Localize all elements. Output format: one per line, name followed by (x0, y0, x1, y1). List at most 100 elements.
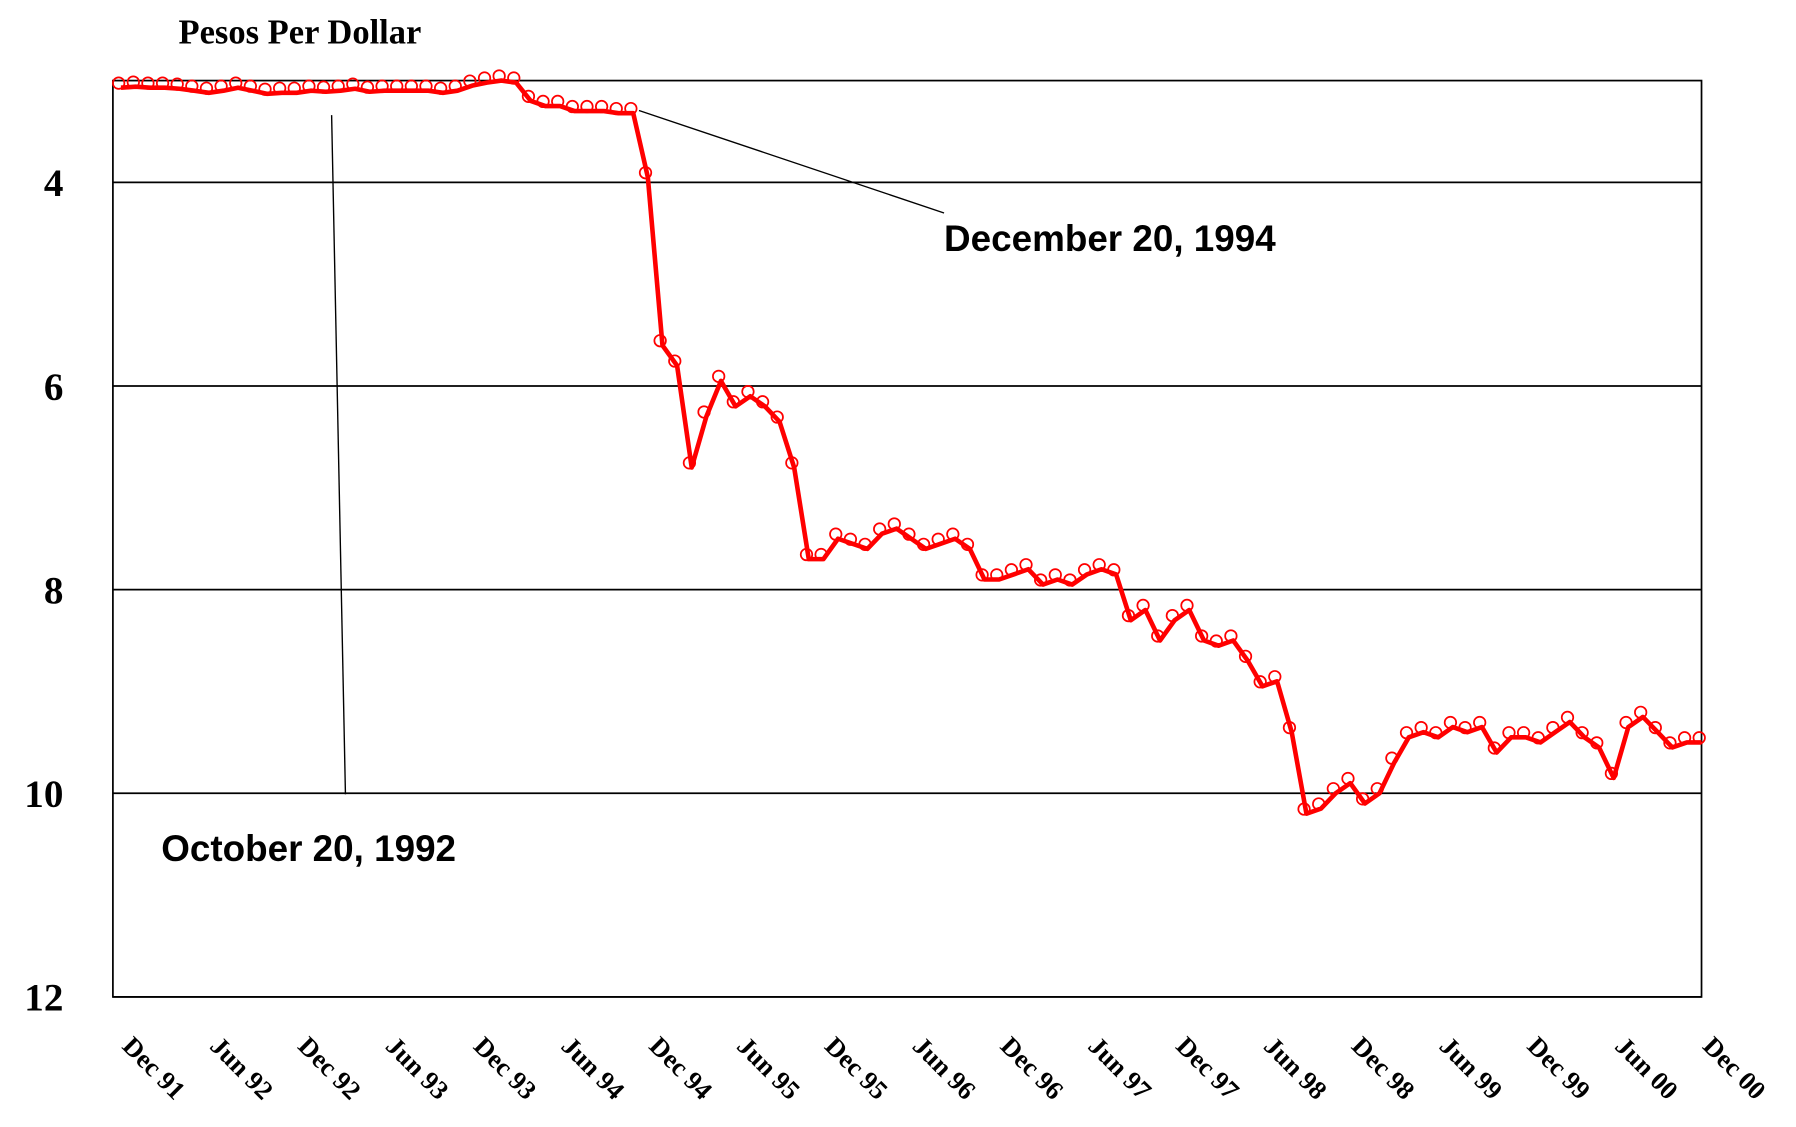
data-point (287, 81, 301, 95)
data-point (565, 99, 579, 114)
data-point (1385, 751, 1399, 765)
data-point (448, 79, 462, 93)
data-point (1502, 726, 1516, 740)
x-tick-label: Dec 96 (995, 1031, 1070, 1106)
data-point (1224, 629, 1238, 643)
y-tick-label: 10 (24, 773, 63, 816)
y-tick-label: 6 (44, 366, 64, 409)
data-point (1282, 720, 1297, 735)
data-point (755, 395, 770, 409)
data-point (1473, 715, 1487, 730)
data-point (990, 568, 1004, 582)
y-tick-label: 4 (44, 162, 64, 205)
data-point (185, 79, 199, 93)
data-point (1180, 598, 1194, 613)
data-point (814, 547, 828, 562)
data-point (799, 547, 814, 562)
data-point (1692, 731, 1706, 745)
data-point (1487, 741, 1501, 755)
data-point (946, 527, 960, 541)
data-point (199, 81, 214, 95)
data-point (1326, 782, 1340, 796)
data-point (390, 79, 404, 93)
data-point (1677, 731, 1692, 745)
data-point (404, 79, 418, 93)
x-tick-label: Jun 93 (380, 1031, 455, 1106)
data-point (638, 166, 653, 180)
data-point (1092, 558, 1106, 572)
data-point (551, 94, 565, 109)
data-point (697, 405, 711, 419)
x-tick-label: Dec 92 (292, 1031, 367, 1106)
data-point (960, 537, 975, 551)
data-point (785, 456, 799, 470)
data-point (624, 101, 638, 116)
data-point (1165, 608, 1179, 623)
data-point (170, 77, 184, 91)
data-point (1077, 563, 1092, 577)
data-point (1034, 573, 1048, 587)
data-point (843, 532, 858, 546)
annotation: October 20, 1992 (161, 828, 456, 869)
data-point (580, 99, 594, 114)
x-tick-label: Jun 92 (205, 1031, 280, 1106)
leader-line (330, 115, 347, 795)
data-point (1531, 731, 1545, 745)
data-point (1063, 573, 1077, 587)
data-point (1414, 720, 1428, 735)
data-point (434, 81, 448, 95)
data-point (1019, 558, 1033, 572)
data-point (1209, 634, 1223, 648)
data-point (346, 77, 360, 91)
data-point (975, 568, 989, 582)
x-tick-label: Jun 98 (1258, 1031, 1333, 1106)
data-point (1619, 715, 1633, 730)
x-tick-label: Dec 99 (1522, 1031, 1597, 1106)
data-point (1458, 720, 1472, 735)
data-point (536, 94, 550, 109)
data-point (141, 76, 155, 90)
data-point (1590, 736, 1604, 750)
data-point (653, 334, 667, 348)
data-point (463, 74, 477, 88)
data-point (1399, 726, 1414, 740)
data-point (1355, 792, 1370, 806)
data-point (419, 79, 433, 93)
data-point (931, 532, 945, 546)
data-point (375, 79, 389, 93)
data-point (873, 522, 887, 536)
data-point (1107, 563, 1121, 577)
data-point (243, 79, 257, 93)
data-point (214, 79, 228, 93)
x-tick-label: Dec 97 (1170, 1031, 1245, 1106)
data-point (829, 527, 843, 541)
x-tick-label: Dec 98 (1346, 1031, 1421, 1106)
x-tick-label: Jun 97 (1083, 1031, 1158, 1106)
data-point (302, 79, 316, 93)
data-point (258, 82, 272, 96)
data-point (887, 517, 901, 531)
data-point (477, 71, 492, 85)
data-point (1136, 598, 1150, 613)
data-point (1312, 797, 1326, 811)
data-point (1648, 720, 1662, 735)
data-point (507, 71, 521, 85)
y-tick-label: 12 (24, 977, 63, 1020)
data-point (155, 76, 170, 90)
data-point (1238, 649, 1253, 663)
data-point (1560, 710, 1575, 725)
data-point (902, 527, 916, 541)
data-point (331, 79, 345, 93)
y-tick-label: 8 (44, 569, 64, 612)
chart-title: Pesos Per Dollar (179, 14, 422, 52)
data-point (1253, 675, 1267, 689)
data-point (1297, 802, 1311, 816)
data-point (1048, 568, 1062, 582)
data-point (273, 81, 287, 95)
x-tick-label: Jun 94 (556, 1031, 631, 1106)
x-tick-label: Jun 95 (731, 1031, 806, 1106)
data-point (770, 410, 784, 424)
data-point (521, 89, 536, 103)
data-point (1268, 670, 1282, 684)
